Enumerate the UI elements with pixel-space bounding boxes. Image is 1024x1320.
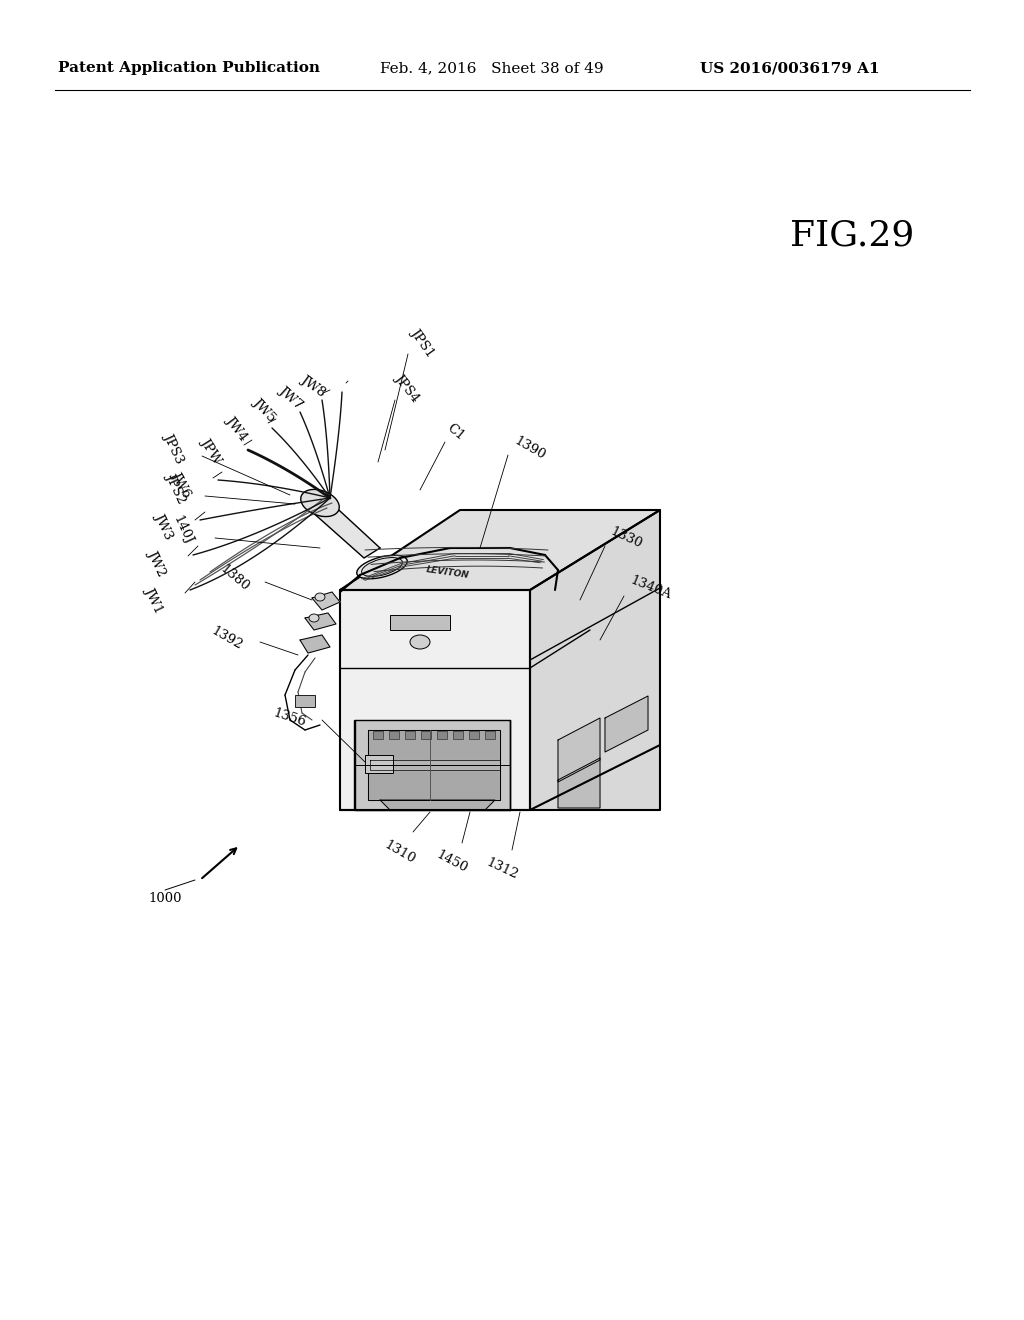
Text: 140J: 140J	[170, 513, 195, 546]
Polygon shape	[558, 718, 600, 781]
Polygon shape	[310, 500, 380, 558]
Bar	[469, 731, 479, 739]
Text: JPS3: JPS3	[161, 430, 186, 465]
Text: LEVITON: LEVITON	[426, 565, 470, 581]
Text: C1: C1	[444, 421, 467, 444]
Text: JW7: JW7	[275, 383, 305, 411]
Text: JPW: JPW	[198, 434, 224, 466]
Polygon shape	[530, 510, 660, 810]
Polygon shape	[355, 719, 510, 810]
Text: Feb. 4, 2016   Sheet 38 of 49: Feb. 4, 2016 Sheet 38 of 49	[380, 61, 603, 75]
Text: 1380: 1380	[218, 562, 252, 594]
Text: US 2016/0036179 A1: US 2016/0036179 A1	[700, 61, 880, 75]
Bar	[437, 731, 447, 739]
Text: JPS4: JPS4	[392, 371, 422, 404]
Ellipse shape	[301, 490, 339, 516]
Text: JW8: JW8	[298, 372, 328, 400]
Bar	[389, 731, 399, 739]
Ellipse shape	[309, 614, 319, 622]
Text: 1310: 1310	[382, 838, 418, 866]
Text: 1330: 1330	[608, 525, 644, 550]
Text: JPS2: JPS2	[163, 471, 188, 506]
Bar	[453, 731, 463, 739]
Text: 1000: 1000	[148, 891, 181, 904]
Ellipse shape	[361, 557, 402, 577]
Text: JPS1: JPS1	[408, 325, 437, 359]
Text: 1340A: 1340A	[628, 574, 673, 602]
Bar	[295, 696, 315, 708]
Bar	[406, 731, 415, 739]
Polygon shape	[305, 612, 336, 630]
Text: JW5: JW5	[250, 396, 278, 425]
Bar	[373, 731, 383, 739]
Polygon shape	[368, 730, 500, 800]
Text: 1450: 1450	[434, 847, 470, 875]
Text: JW4: JW4	[223, 413, 250, 442]
Polygon shape	[605, 696, 648, 752]
Text: JW3: JW3	[153, 511, 176, 541]
Polygon shape	[380, 800, 495, 810]
Text: 1390: 1390	[512, 434, 548, 462]
Text: Patent Application Publication: Patent Application Publication	[58, 61, 319, 75]
Text: 1312: 1312	[484, 855, 520, 882]
Text: JW6: JW6	[170, 469, 194, 499]
Text: JW2: JW2	[144, 548, 168, 578]
Polygon shape	[340, 510, 660, 590]
Bar	[365, 755, 393, 774]
Polygon shape	[300, 635, 330, 653]
Bar	[485, 731, 495, 739]
Text: 1356: 1356	[272, 706, 308, 730]
Ellipse shape	[410, 635, 430, 649]
Polygon shape	[370, 760, 500, 770]
Polygon shape	[558, 758, 600, 808]
Bar	[390, 615, 450, 630]
Text: 1392: 1392	[209, 624, 245, 652]
Ellipse shape	[356, 556, 408, 578]
Polygon shape	[340, 590, 530, 810]
Bar	[421, 731, 431, 739]
Polygon shape	[312, 591, 340, 610]
Text: JW1: JW1	[141, 585, 165, 615]
Text: FIG.29: FIG.29	[790, 218, 914, 252]
Ellipse shape	[315, 593, 325, 601]
